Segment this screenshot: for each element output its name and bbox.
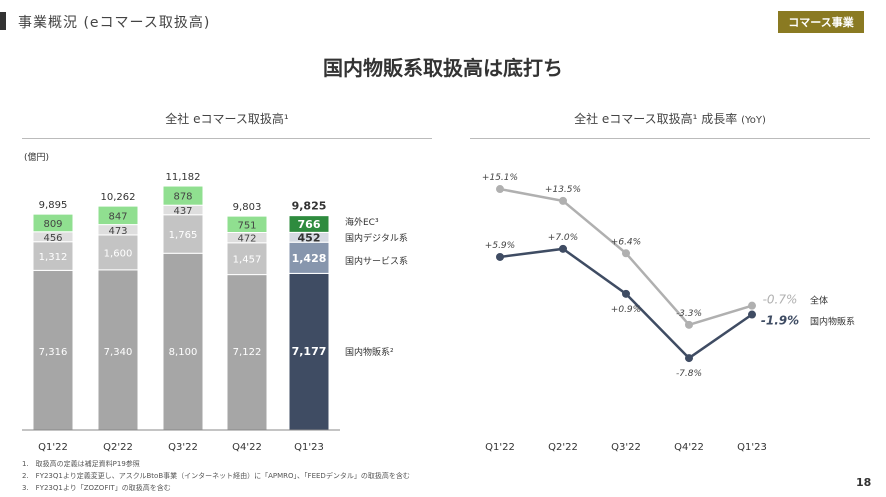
legend-label: 国内物販系 xyxy=(810,316,855,328)
data-label: 456 xyxy=(43,233,62,244)
bar-segment xyxy=(226,274,268,431)
data-label: 1,600 xyxy=(104,248,133,259)
x-tick-label: Q4'22 xyxy=(232,442,262,453)
data-point xyxy=(559,244,567,253)
bar-segment xyxy=(97,205,139,226)
data-label: 1,428 xyxy=(292,252,327,265)
bar-segment xyxy=(288,241,330,274)
data-point xyxy=(685,354,693,363)
data-label: +15.1% xyxy=(482,173,518,183)
data-point xyxy=(748,310,756,319)
legend-label: 海外EC³ xyxy=(345,216,379,228)
bar-segment xyxy=(288,272,330,431)
divider xyxy=(22,138,432,139)
bar-segment xyxy=(288,215,330,233)
data-label: 452 xyxy=(298,231,321,244)
x-tick-label: Q3'22 xyxy=(168,442,198,453)
data-label: -7.8% xyxy=(676,369,702,379)
data-label: 1,765 xyxy=(169,230,198,241)
bar-segment xyxy=(97,234,139,271)
data-label: 766 xyxy=(298,218,321,231)
x-tick-label: Q1'22 xyxy=(485,442,515,453)
headline: 国内物販系取扱高は底打ち xyxy=(323,56,563,80)
page-number: 18 xyxy=(856,476,872,489)
data-label: 7,177 xyxy=(292,345,327,358)
data-label: +13.5% xyxy=(545,185,581,195)
bar-chart-title: 全社 eコマース取扱高¹ xyxy=(165,112,289,126)
data-label: 8,100 xyxy=(169,347,198,358)
footnote: 1. 取扱高の定義は補足資料P19参照 xyxy=(22,460,140,468)
data-label: 809 xyxy=(43,219,62,230)
data-point xyxy=(748,301,756,310)
bar-segment xyxy=(32,269,74,431)
data-label: 1,312 xyxy=(39,252,68,263)
data-label: +7.0% xyxy=(548,233,578,243)
total-label: 9,895 xyxy=(39,200,68,211)
data-point xyxy=(496,185,504,194)
bar-segment xyxy=(226,215,268,234)
divider xyxy=(470,138,870,139)
data-label: 7,316 xyxy=(39,347,68,358)
legend-label: 全体 xyxy=(810,295,828,307)
data-label: +0.9% xyxy=(611,305,641,315)
bar-segment xyxy=(162,214,204,254)
total-label: 11,182 xyxy=(166,172,201,183)
x-tick-label: Q2'22 xyxy=(548,442,578,453)
line-chart-title: 全社 eコマース取扱高¹ 成長率 (YoY) xyxy=(470,110,870,127)
data-label: 472 xyxy=(237,234,256,245)
total-label: 9,803 xyxy=(233,202,262,213)
x-tick-label: Q1'23 xyxy=(737,442,767,453)
data-label: +6.4% xyxy=(611,237,641,247)
data-label: +5.9% xyxy=(485,241,515,251)
legend-label: 国内デジタル系 xyxy=(345,232,408,244)
data-label: 437 xyxy=(173,206,192,217)
line-title-suffix: (YoY) xyxy=(741,115,766,126)
bar-segment xyxy=(162,185,204,206)
legend-label: 国内サービス系 xyxy=(345,255,408,267)
footnote: 2. FY23Q1より定義変更し、アスクルBtoB事業（インターネット経由）に「… xyxy=(22,472,410,480)
series-line xyxy=(499,247,753,360)
data-label: -3.3% xyxy=(676,309,702,319)
bar-segment xyxy=(32,241,74,271)
data-label: 7,340 xyxy=(104,347,133,358)
x-tick-label: Q3'22 xyxy=(611,442,641,453)
x-tick-label: Q2'22 xyxy=(103,442,133,453)
x-tick-label: Q1'23 xyxy=(294,442,324,453)
data-point xyxy=(622,289,630,298)
unit-label: (億円) xyxy=(24,151,49,163)
data-label: 847 xyxy=(108,211,127,222)
bar-segment xyxy=(162,252,204,431)
data-point xyxy=(496,252,504,261)
data-point xyxy=(559,196,567,205)
x-tick-label: Q4'22 xyxy=(674,442,704,453)
data-label: -0.7% xyxy=(763,293,798,307)
footnote: 3. FY23Q1より「ZOZOFIT」の取扱高を含む xyxy=(22,484,171,492)
bar-segment xyxy=(32,213,74,233)
legend-label: 国内物販系² xyxy=(345,346,394,358)
line-title-text: 全社 eコマース取扱高¹ 成長率 xyxy=(574,112,738,126)
header-marker xyxy=(0,12,6,30)
data-point xyxy=(622,249,630,258)
data-label: 473 xyxy=(108,226,127,237)
x-tick-label: Q1'22 xyxy=(38,442,68,453)
data-label: 878 xyxy=(173,192,192,203)
data-point xyxy=(685,320,693,329)
total-label: 10,262 xyxy=(101,192,136,203)
data-label: 7,122 xyxy=(233,347,262,358)
data-label: 751 xyxy=(237,220,256,231)
total-label: 9,825 xyxy=(292,200,327,213)
data-label: 1,457 xyxy=(233,255,262,266)
segment-badge: コマース事業 xyxy=(778,11,864,33)
data-label: -1.9% xyxy=(761,314,799,328)
bar-segment xyxy=(226,242,268,276)
section-title: 事業概況 (eコマース取扱高) xyxy=(18,15,211,31)
